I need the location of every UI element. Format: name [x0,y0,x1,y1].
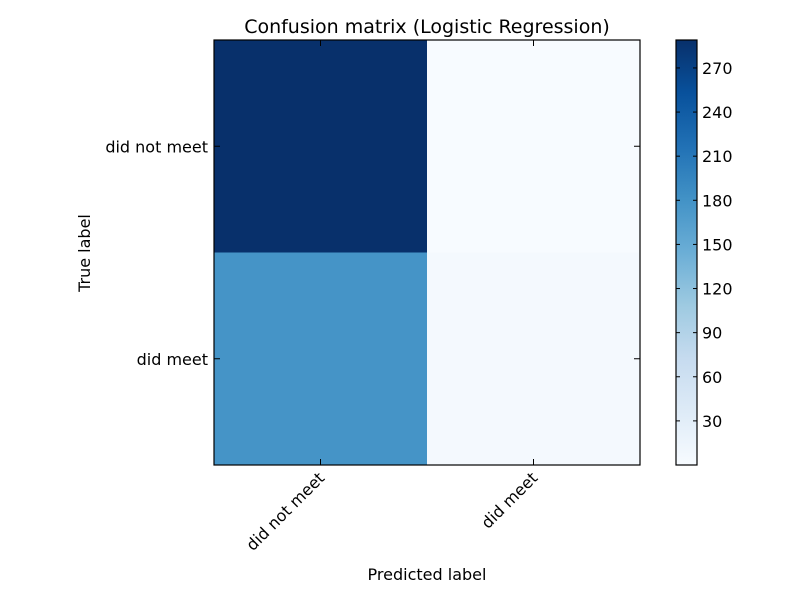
y-tick-label-0: did not meet [105,137,208,156]
colorbar-tick-label-6: 210 [702,147,733,166]
chart-title: Confusion matrix (Logistic Regression) [244,16,610,38]
colorbar-tick-label-3: 120 [702,280,733,299]
heatmap-cell-r0-c1 [427,40,641,253]
colorbar-tick-label-0: 30 [702,412,722,431]
heatmap-cell-r1-c0 [214,252,428,466]
y-tick-label-1: did meet [137,350,208,369]
colorbar-tick-label-1: 60 [702,368,722,387]
y-tick-labels: did not meet did meet [105,137,208,369]
heatmap-cell-r1-c1 [427,252,641,466]
colorbar [675,39,698,466]
colorbar-tick-label-8: 270 [702,59,733,78]
colorbar-tick-label-4: 150 [702,235,733,254]
x-tick-label-0: did not meet [242,468,328,554]
plot-frame [213,39,641,466]
x-axis-label: Predicted label [368,565,487,584]
x-tick-labels: did not meet did meet [242,468,541,554]
heatmap-cells [214,40,641,466]
colorbar-tick-label-7: 240 [702,103,733,122]
colorbar-tick-label-2: 90 [702,324,722,343]
heatmap-cell-r0-c0 [214,40,428,253]
y-axis-label: True label [75,214,94,293]
axis-ticks [214,40,640,465]
colorbar-ticks: 30 60 90 120 150 180 210 240 270 [676,59,733,431]
colorbar-tick-label-5: 180 [702,191,733,210]
x-tick-label-1: did meet [477,468,541,532]
